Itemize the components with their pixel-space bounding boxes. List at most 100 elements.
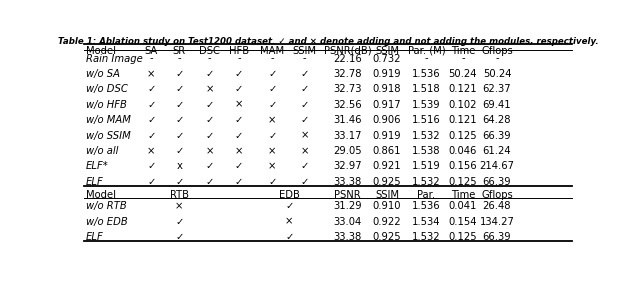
Text: SA: SA (145, 46, 158, 56)
Text: ✓: ✓ (175, 100, 184, 110)
Text: 0.921: 0.921 (372, 161, 401, 171)
Text: ×: × (301, 146, 309, 156)
Text: -: - (237, 53, 241, 64)
Text: PSNR(dB): PSNR(dB) (324, 46, 371, 56)
Text: 64.28: 64.28 (483, 115, 511, 125)
Text: ELF: ELF (86, 177, 104, 187)
Text: 32.56: 32.56 (333, 100, 362, 110)
Text: ✓: ✓ (235, 177, 243, 187)
Text: ELF*: ELF* (86, 161, 109, 171)
Text: 0.922: 0.922 (372, 217, 401, 227)
Text: w/o SSIM: w/o SSIM (86, 131, 131, 140)
Text: 1.518: 1.518 (412, 84, 441, 94)
Text: 1.532: 1.532 (412, 232, 441, 242)
Text: ×: × (301, 131, 309, 140)
Text: -: - (495, 53, 499, 64)
Text: ✓: ✓ (301, 100, 309, 110)
Text: SR: SR (173, 46, 186, 56)
Text: HFB: HFB (229, 46, 249, 56)
Text: ✓: ✓ (205, 161, 214, 171)
Text: Par.: Par. (417, 190, 435, 200)
Text: 1.536: 1.536 (412, 201, 441, 211)
Text: -: - (303, 53, 307, 64)
Text: Table 1: Ablation study on Test1200 dataset. ✓ and × denote adding and not addin: Table 1: Ablation study on Test1200 data… (58, 37, 598, 46)
Text: -: - (150, 53, 153, 64)
Text: ✓: ✓ (235, 161, 243, 171)
Text: ✓: ✓ (205, 69, 214, 79)
Text: 0.041: 0.041 (449, 201, 477, 211)
Text: ✓: ✓ (175, 232, 184, 242)
Text: Gflops: Gflops (481, 46, 513, 56)
Text: ×: × (205, 84, 214, 94)
Text: -: - (424, 53, 428, 64)
Text: MAM: MAM (260, 46, 284, 56)
Text: -: - (461, 53, 465, 64)
Text: 0.125: 0.125 (449, 177, 477, 187)
Text: ×: × (147, 146, 156, 156)
Text: ✓: ✓ (301, 69, 309, 79)
Text: Par. (M): Par. (M) (408, 46, 445, 56)
Text: 214.67: 214.67 (479, 161, 515, 171)
Text: PSNR: PSNR (334, 190, 361, 200)
Text: ✓: ✓ (147, 161, 156, 171)
Text: ✓: ✓ (268, 131, 276, 140)
Text: Time: Time (451, 190, 475, 200)
Text: RTB: RTB (170, 190, 189, 200)
Text: Gflops: Gflops (481, 190, 513, 200)
Text: ✓: ✓ (205, 131, 214, 140)
Text: w/o MAM: w/o MAM (86, 115, 131, 125)
Text: w/o SA: w/o SA (86, 69, 120, 79)
Text: ✓: ✓ (147, 84, 156, 94)
Text: -: - (270, 53, 274, 64)
Text: 1.539: 1.539 (412, 100, 441, 110)
Text: ✓: ✓ (175, 69, 184, 79)
Text: ✓: ✓ (175, 177, 184, 187)
Text: 0.732: 0.732 (372, 53, 401, 64)
Text: 0.125: 0.125 (449, 232, 477, 242)
Text: ×: × (268, 146, 276, 156)
Text: ✓: ✓ (301, 161, 309, 171)
Text: ✓: ✓ (301, 177, 309, 187)
Text: ✓: ✓ (235, 69, 243, 79)
Text: 0.046: 0.046 (449, 146, 477, 156)
Text: ✓: ✓ (205, 177, 214, 187)
Text: 0.925: 0.925 (372, 232, 401, 242)
Text: ×: × (235, 100, 243, 110)
Text: 0.917: 0.917 (372, 100, 401, 110)
Text: ✓: ✓ (268, 69, 276, 79)
Text: 1.538: 1.538 (412, 146, 441, 156)
Text: Model: Model (86, 46, 116, 56)
Text: 0.121: 0.121 (449, 84, 477, 94)
Text: 0.861: 0.861 (372, 146, 401, 156)
Text: x: x (176, 161, 182, 171)
Text: ✓: ✓ (175, 84, 184, 94)
Text: ✓: ✓ (285, 232, 293, 242)
Text: ✓: ✓ (147, 131, 156, 140)
Text: Time: Time (451, 46, 475, 56)
Text: ✓: ✓ (268, 177, 276, 187)
Text: 1.519: 1.519 (412, 161, 441, 171)
Text: ✓: ✓ (285, 201, 293, 211)
Text: -: - (177, 53, 181, 64)
Text: 32.78: 32.78 (333, 69, 362, 79)
Text: ELF: ELF (86, 232, 104, 242)
Text: -: - (207, 53, 211, 64)
Text: ✓: ✓ (235, 131, 243, 140)
Text: SSIM: SSIM (375, 190, 399, 200)
Text: w/o all: w/o all (86, 146, 118, 156)
Text: ✓: ✓ (301, 84, 309, 94)
Text: ✓: ✓ (147, 177, 156, 187)
Text: 0.154: 0.154 (449, 217, 477, 227)
Text: 50.24: 50.24 (449, 69, 477, 79)
Text: 31.29: 31.29 (333, 201, 362, 211)
Text: 0.906: 0.906 (372, 115, 401, 125)
Text: 26.48: 26.48 (483, 201, 511, 211)
Text: 33.17: 33.17 (333, 131, 362, 140)
Text: ×: × (268, 115, 276, 125)
Text: 0.121: 0.121 (449, 115, 477, 125)
Text: SSIM: SSIM (375, 46, 399, 56)
Text: 62.37: 62.37 (483, 84, 511, 94)
Text: 0.156: 0.156 (449, 161, 477, 171)
Text: w/o RTB: w/o RTB (86, 201, 127, 211)
Text: 0.919: 0.919 (372, 131, 401, 140)
